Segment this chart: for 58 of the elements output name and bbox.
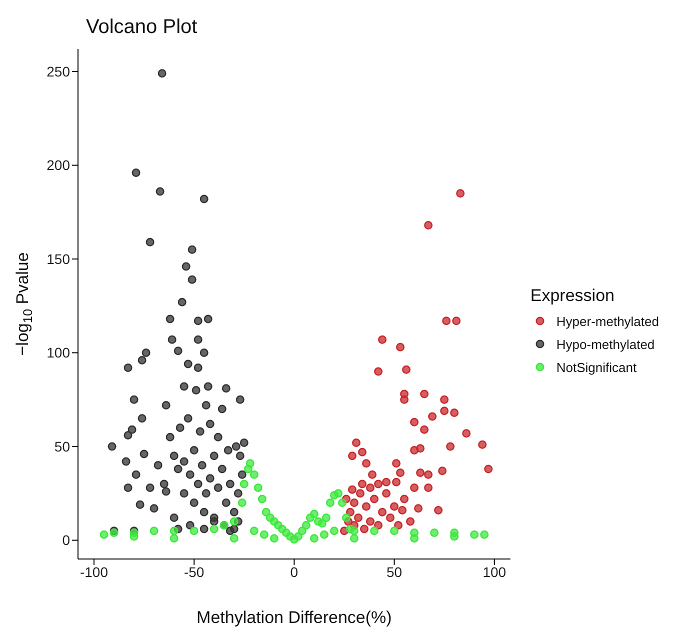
- point: [470, 530, 479, 539]
- point: [250, 470, 258, 479]
- point: [310, 510, 318, 518]
- point: [318, 519, 326, 528]
- point: [230, 534, 238, 543]
- legend-label: NotSignificant: [556, 360, 637, 374]
- x-tick-label: 0: [290, 564, 298, 580]
- point: [238, 498, 246, 507]
- x-tick-label: 100: [482, 564, 506, 580]
- legend-title: Expression: [530, 286, 616, 306]
- y-tick-label: 250: [46, 63, 70, 80]
- y-tick-label: 50: [54, 438, 70, 454]
- point: [450, 532, 459, 541]
- x-tick-label: -100: [80, 564, 108, 580]
- x-tick-label: 50: [386, 564, 402, 580]
- point: [350, 534, 358, 543]
- point: [298, 526, 306, 536]
- x-axis-title: Methylation Difference(%): [196, 608, 392, 628]
- point: [338, 498, 346, 507]
- point: [254, 484, 262, 492]
- point: [322, 514, 330, 522]
- point: [430, 528, 439, 537]
- point: [390, 526, 399, 536]
- point: [480, 530, 489, 539]
- point: [370, 526, 379, 536]
- point: [320, 530, 328, 539]
- point: [210, 524, 218, 534]
- point: [100, 530, 108, 539]
- point: [302, 521, 310, 530]
- y-tick-label: 150: [46, 250, 70, 267]
- point: [330, 526, 338, 536]
- legend-label: Hyper-methylated: [556, 314, 659, 328]
- point: [260, 530, 268, 539]
- y-tick-label: 100: [46, 344, 70, 361]
- point: [294, 532, 302, 541]
- legend-label: Hypo-methylated: [556, 336, 655, 352]
- point: [130, 532, 138, 541]
- y-tick-label: 0: [62, 532, 70, 548]
- point: [230, 517, 238, 526]
- point: [410, 534, 419, 543]
- point: [240, 480, 248, 488]
- x-tick-label: -50: [184, 564, 204, 580]
- point: [250, 526, 258, 536]
- point: [170, 526, 178, 536]
- point: [342, 514, 350, 522]
- point: [334, 489, 342, 498]
- point: [326, 498, 334, 507]
- chart-title: Volcano Plot: [85, 15, 198, 39]
- point: [190, 526, 198, 536]
- point: [310, 534, 318, 543]
- point: [262, 508, 270, 516]
- point: [246, 459, 254, 468]
- point: [150, 526, 158, 536]
- point: [170, 534, 178, 543]
- point: [350, 526, 358, 536]
- point: [270, 534, 278, 543]
- point: [258, 494, 266, 504]
- y-tick-label: 200: [46, 157, 70, 174]
